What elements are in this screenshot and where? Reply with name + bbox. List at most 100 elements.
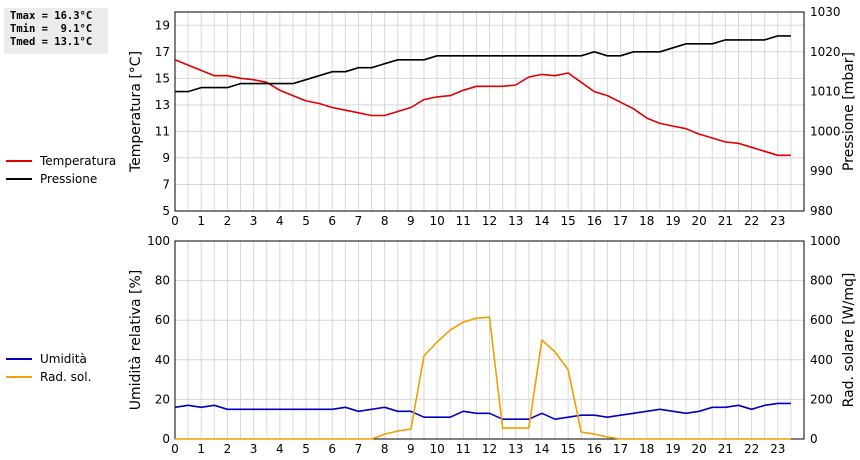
chart1-ytick-label: 13 — [155, 98, 170, 112]
tmin-label: Tmin = 9.1°C — [10, 23, 93, 35]
chart2-xtick-label: 5 — [302, 442, 310, 456]
chart1-ytick-right-label: 980 — [810, 204, 833, 218]
chart1-xtick-label: 18 — [639, 214, 654, 228]
tmed-label: Tmed = 13.1°C — [10, 36, 93, 48]
chart1-xtick-label: 22 — [744, 214, 759, 228]
chart2-ytick-label: 100 — [147, 234, 170, 248]
chart1-xtick-label: 16 — [587, 214, 602, 228]
chart1-series-pressione-line — [175, 35, 791, 93]
chart1-ytick-label: 19 — [155, 18, 170, 32]
chart1-ytick-label: 11 — [155, 124, 170, 138]
legend-label-temperatura: Temperatura — [40, 154, 117, 168]
chart2-ytick-label: 40 — [155, 353, 170, 367]
chart2-xtick-label: 21 — [718, 442, 733, 456]
chart2-xtick-label: 16 — [587, 442, 602, 456]
chart1-xtick-label: 10 — [429, 214, 444, 228]
chart2-series-umidit-line — [174, 402, 791, 421]
chart2-xtick-label: 15 — [560, 442, 575, 456]
chart1-xtick-label: 4 — [276, 214, 284, 228]
chart2-xtick-label: 4 — [276, 442, 284, 456]
chart2-frame — [174, 240, 805, 440]
chart2-xtick-label: 22 — [744, 442, 759, 456]
chart1-ytick-label: 9 — [162, 151, 170, 165]
chart2-ytick-label: 20 — [155, 392, 170, 406]
chart1-xtick-label: 20 — [692, 214, 707, 228]
chart2-ytick-right-label: 600 — [810, 313, 833, 327]
chart1-ytick-label: 7 — [162, 177, 170, 191]
chart2-xtick-label: 10 — [429, 442, 444, 456]
chart2-ytick-label: 60 — [155, 313, 170, 327]
legend-item-umidita: Umidità — [6, 350, 91, 368]
legend-top: Temperatura Pressione — [6, 152, 116, 188]
chart1-ytick-label: 17 — [155, 45, 170, 59]
chart2-xtick-label: 23 — [770, 442, 785, 456]
chart2-ytick-right-label: 400 — [810, 353, 833, 367]
legend-label-pressione: Pressione — [40, 172, 98, 186]
chart1-xtick-label: 17 — [613, 214, 628, 228]
chart2-xtick-label: 3 — [250, 442, 258, 456]
chart2-xtick-label: 1 — [197, 442, 205, 456]
chart1-xtick-label: 3 — [250, 214, 258, 228]
stats-box: Tmax = 16.3°C Tmin = 9.1°C Tmed = 13.1°C — [4, 8, 108, 54]
chart2-ylabel-right: Rad. solare [W/mq] — [841, 273, 857, 408]
chart2-xtick-label: 7 — [355, 442, 363, 456]
chart1-ytick-right-label: 1010 — [810, 85, 841, 99]
legend-swatch-pressione — [6, 178, 32, 180]
chart1-xtick-label: 5 — [302, 214, 310, 228]
legend-label-rad-sol: Rad. sol. — [40, 370, 92, 384]
chart1-ytick-right-label: 1020 — [810, 45, 841, 59]
chart2-xtick-label: 2 — [224, 442, 232, 456]
chart1-ytick-label: 5 — [162, 204, 170, 218]
chart2-ytick-label: 80 — [155, 274, 170, 288]
chart2-xtick-label: 8 — [381, 442, 389, 456]
chart2-ytick-label: 0 — [162, 432, 170, 446]
chart2-xtick-label: 11 — [456, 442, 471, 456]
chart1-frame — [174, 11, 805, 212]
chart2-ytick-right-label: 1000 — [810, 234, 841, 248]
chart1-xtick-label: 1 — [197, 214, 205, 228]
chart1-xtick-label: 6 — [328, 214, 336, 228]
chart1-xtick-label: 9 — [407, 214, 415, 228]
chart1-xtick-label: 11 — [456, 214, 471, 228]
legend-label-umidita: Umidità — [40, 352, 87, 366]
chart1-ytick-right-label: 1030 — [810, 5, 841, 19]
chart2-xtick-label: 12 — [482, 442, 497, 456]
chart2-ylabel: Umidità relativa [%] — [128, 270, 144, 411]
chart2-xtick-label: 14 — [534, 442, 549, 456]
chart2-xtick-label: 17 — [613, 442, 628, 456]
chart2-ytick-right-label: 800 — [810, 274, 833, 288]
chart1-series-temperatura-line — [174, 59, 791, 157]
chart1-xtick-label: 15 — [560, 214, 575, 228]
chart2-xtick-label: 0 — [171, 442, 179, 456]
chart2-xtick-label: 6 — [328, 442, 336, 456]
chart1-xtick-label: 7 — [355, 214, 363, 228]
chart1-xtick-label: 0 — [171, 214, 179, 228]
chart1-xtick-label: 21 — [718, 214, 733, 228]
chart1-xtick-label: 13 — [508, 214, 523, 228]
chart2-xtick-label: 9 — [407, 442, 415, 456]
legend-swatch-rad-sol — [6, 376, 32, 378]
chart1-ytick-right-label: 1000 — [810, 124, 841, 138]
chart2-xtick-label: 18 — [639, 442, 654, 456]
chart2-ytick-right-label: 200 — [810, 392, 833, 406]
chart2-xtick-label: 20 — [692, 442, 707, 456]
chart1-ytick-right-label: 990 — [810, 164, 833, 178]
tmax-label: Tmax = 16.3°C — [10, 10, 93, 22]
chart1-ytick-label: 15 — [155, 71, 170, 85]
chart1-xtick-label: 23 — [770, 214, 785, 228]
legend-item-rad-sol: Rad. sol. — [6, 368, 91, 386]
chart2-series-rad-sol-line — [175, 316, 791, 440]
legend-bottom: Umidità Rad. sol. — [6, 350, 91, 386]
legend-item-temperatura: Temperatura — [6, 152, 116, 170]
chart2-ytick-right-label: 0 — [810, 432, 818, 446]
chart1-xtick-label: 19 — [665, 214, 680, 228]
chart1-xtick-label: 12 — [482, 214, 497, 228]
chart1-xtick-label: 8 — [381, 214, 389, 228]
legend-swatch-temperatura — [6, 160, 32, 162]
chart1-xtick-label: 2 — [224, 214, 232, 228]
chart1-xtick-label: 14 — [534, 214, 549, 228]
legend-item-pressione: Pressione — [6, 170, 116, 188]
chart1-ylabel: Temperatura [°C] — [128, 51, 144, 173]
chart2-xtick-label: 19 — [665, 442, 680, 456]
